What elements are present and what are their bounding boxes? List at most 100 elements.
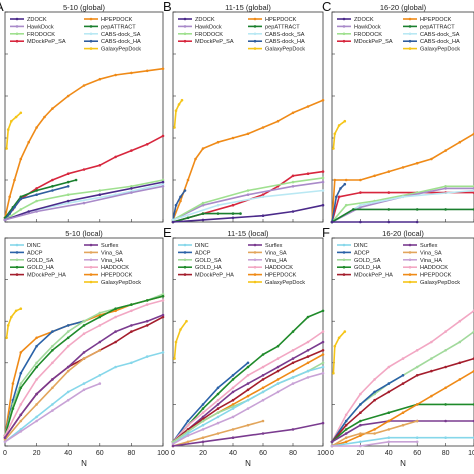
- panel-1-series-8-line: [172, 204, 324, 223]
- panel-1-series-0-point-3: [194, 157, 197, 161]
- panel-3: 0 20 40 60 80 100 5-10 (local) DINC Surflex ADCP V…: [3, 229, 169, 468]
- panel-3-series-0-point-4: [19, 307, 23, 311]
- panel-1-series-6: [171, 176, 325, 222]
- panel-4-x-tick-label-4: 80: [289, 450, 297, 457]
- panel-5-x-axis-label: N: [400, 459, 406, 468]
- panel-4-series-0-point-1: [174, 340, 178, 344]
- panel-0-series-4-point-5: [51, 189, 54, 192]
- panel-3-series-6-point-10: [161, 315, 165, 319]
- panel-2-legend-marker-1: [408, 17, 412, 21]
- panel-1-series-3-point-2: [201, 212, 205, 215]
- panel-5-series-1-point-5: [401, 357, 405, 360]
- panel-4: 0 20 40 60 80 100 11-15 (local) E DINC Surflex ADC…: [163, 225, 329, 468]
- panel-4-legend-label-9: HPEPDOCK: [265, 273, 297, 279]
- panel-3-series-9-point-3: [51, 403, 54, 406]
- panel-4-legend-marker-5: [253, 258, 257, 262]
- panel-2-legend-marker-9: [408, 47, 412, 50]
- panel-4-series-8-point-7: [276, 382, 280, 385]
- panel-3-series-4-point-3: [35, 365, 38, 369]
- panel-5-legend-label-0: DINC: [354, 243, 368, 249]
- panel-3-x-tick-label-3: 60: [96, 450, 104, 457]
- panel-0-series-2-point-9: [130, 149, 133, 152]
- panel-5-series-9-line: [331, 436, 474, 447]
- panel-4-series-11-line: [172, 422, 324, 447]
- panel-0-legend-marker-4: [15, 32, 19, 36]
- panel-1-series-7-point-2: [261, 195, 265, 199]
- panel-2-series-0-point-9: [444, 149, 447, 152]
- panel-3-series-4-point-2: [19, 386, 23, 390]
- panel-4-series-3-point-5: [246, 374, 250, 377]
- panel-5-series-3-point-1: [344, 419, 348, 423]
- panel-4-legend-label-11: GalaxyPepDock: [265, 280, 305, 286]
- panel-0-series-8-point-1: [35, 210, 38, 213]
- panel-2-letter: C: [322, 0, 331, 14]
- panel-2-legend-marker-7: [408, 39, 412, 43]
- panel-5-series-4-point-4: [387, 390, 391, 394]
- panel-0-series-1: [5, 111, 23, 150]
- panel-4-series-9-point-1: [186, 434, 190, 437]
- panel-5-series-1: [330, 309, 474, 444]
- panel-4-series-2-point-5: [246, 361, 250, 365]
- panel-4-series-3-point-8: [291, 349, 295, 352]
- panel-3-series-7-point-2: [35, 403, 38, 406]
- panel-3-series-10-point-4: [66, 398, 70, 402]
- panel-4-series-7-point-10: [321, 361, 325, 365]
- panel-1-series-6-point-2: [246, 189, 250, 192]
- panel-3-series-4-point-6: [82, 324, 86, 327]
- panel-1-series-2-point-3: [261, 193, 265, 196]
- panel-5-series-5-point-2: [359, 419, 362, 423]
- panel-0-series-8-point-2: [82, 201, 86, 205]
- panel-5-title: 16-20 (local): [382, 229, 424, 238]
- panel-0-series-3-point-5: [66, 180, 70, 184]
- panel-0-legend-label-7: CABS-dock_HA: [101, 39, 141, 45]
- panel-3-series-9-point-9: [145, 355, 149, 358]
- panel-5-series-5-point-5: [444, 403, 447, 406]
- panel-3-series-0-point-1: [6, 324, 10, 327]
- panel-2-series-1-line: [332, 120, 346, 149]
- panel-0-legend-marker-9: [89, 47, 93, 50]
- panel-5-x-tick-label-4: 80: [442, 450, 450, 457]
- panel-3-legend-marker-11: [89, 280, 93, 284]
- panel-3-series-8-point-10: [161, 313, 165, 317]
- panel-2-series-0-point-2: [344, 178, 348, 182]
- panel-0-series-0-point-4: [27, 140, 31, 144]
- panel-4-legend-label-2: ADCP: [195, 250, 211, 256]
- panel-0-series-8-point-4: [161, 185, 165, 188]
- panel-0-series-0-point-2: [13, 178, 16, 182]
- panel-3-legend-label-3: Vina_SA: [101, 250, 123, 256]
- panel-3-series-1-point-7: [98, 313, 102, 317]
- panel-0-series-1-point-1: [6, 128, 10, 131]
- panel-3-series-4-point-7: [98, 315, 102, 319]
- panel-3-legend-label-4: GOLD_SA: [27, 258, 54, 264]
- panel-0-legend-label-2: HawkDock: [27, 24, 54, 30]
- panel-3-series-8-point-1: [19, 413, 23, 417]
- panel-2-series-7-point-1: [352, 208, 355, 211]
- panel-1-series-0-point-4: [201, 147, 205, 150]
- panel-4-series-2-point-1: [186, 419, 190, 423]
- panel-5-legend-marker-4: [342, 258, 346, 262]
- panel-3-series-8-point-6: [98, 340, 102, 344]
- panel-3-legend-marker-4: [15, 258, 19, 262]
- panel-5-x-tick-label-1: 20: [357, 450, 365, 457]
- panel-3-series-0-point-3: [14, 309, 18, 313]
- panel-3-x-tick-label-0: 0: [3, 450, 7, 457]
- panel-3-series-1-point-3: [35, 336, 38, 340]
- panel-4-legend-marker-6: [183, 265, 187, 269]
- panel-0-letter: A: [0, 0, 4, 14]
- panel-2-series-2-point-3: [387, 191, 391, 194]
- panel-3-series-8-point-9: [145, 319, 149, 323]
- panel-0-series-7-point-5: [161, 180, 165, 184]
- panel-3-legend-marker-1: [89, 243, 93, 247]
- panel-4-legend-label-6: GOLD_HA: [195, 265, 222, 271]
- panel-0-series-2-point-10: [145, 143, 149, 146]
- panel-5-series-9-point-4: [444, 436, 447, 440]
- panel-3-series-5-point-2: [35, 378, 38, 381]
- panel-3-series-6-point-8: [130, 330, 133, 333]
- panel-0-series-4-point-4: [35, 193, 38, 196]
- panel-2-legend-label-7: CABS-dock_HA: [420, 39, 460, 45]
- panel-3-series-10-point-6: [98, 382, 102, 385]
- panel-0-legend-label-5: CABS-dock_SA: [101, 32, 141, 38]
- panel-0-series-3-point-4: [51, 185, 54, 188]
- panel-3-series-3-point-7: [98, 311, 102, 315]
- panel-3-series-4-point-4: [51, 349, 54, 352]
